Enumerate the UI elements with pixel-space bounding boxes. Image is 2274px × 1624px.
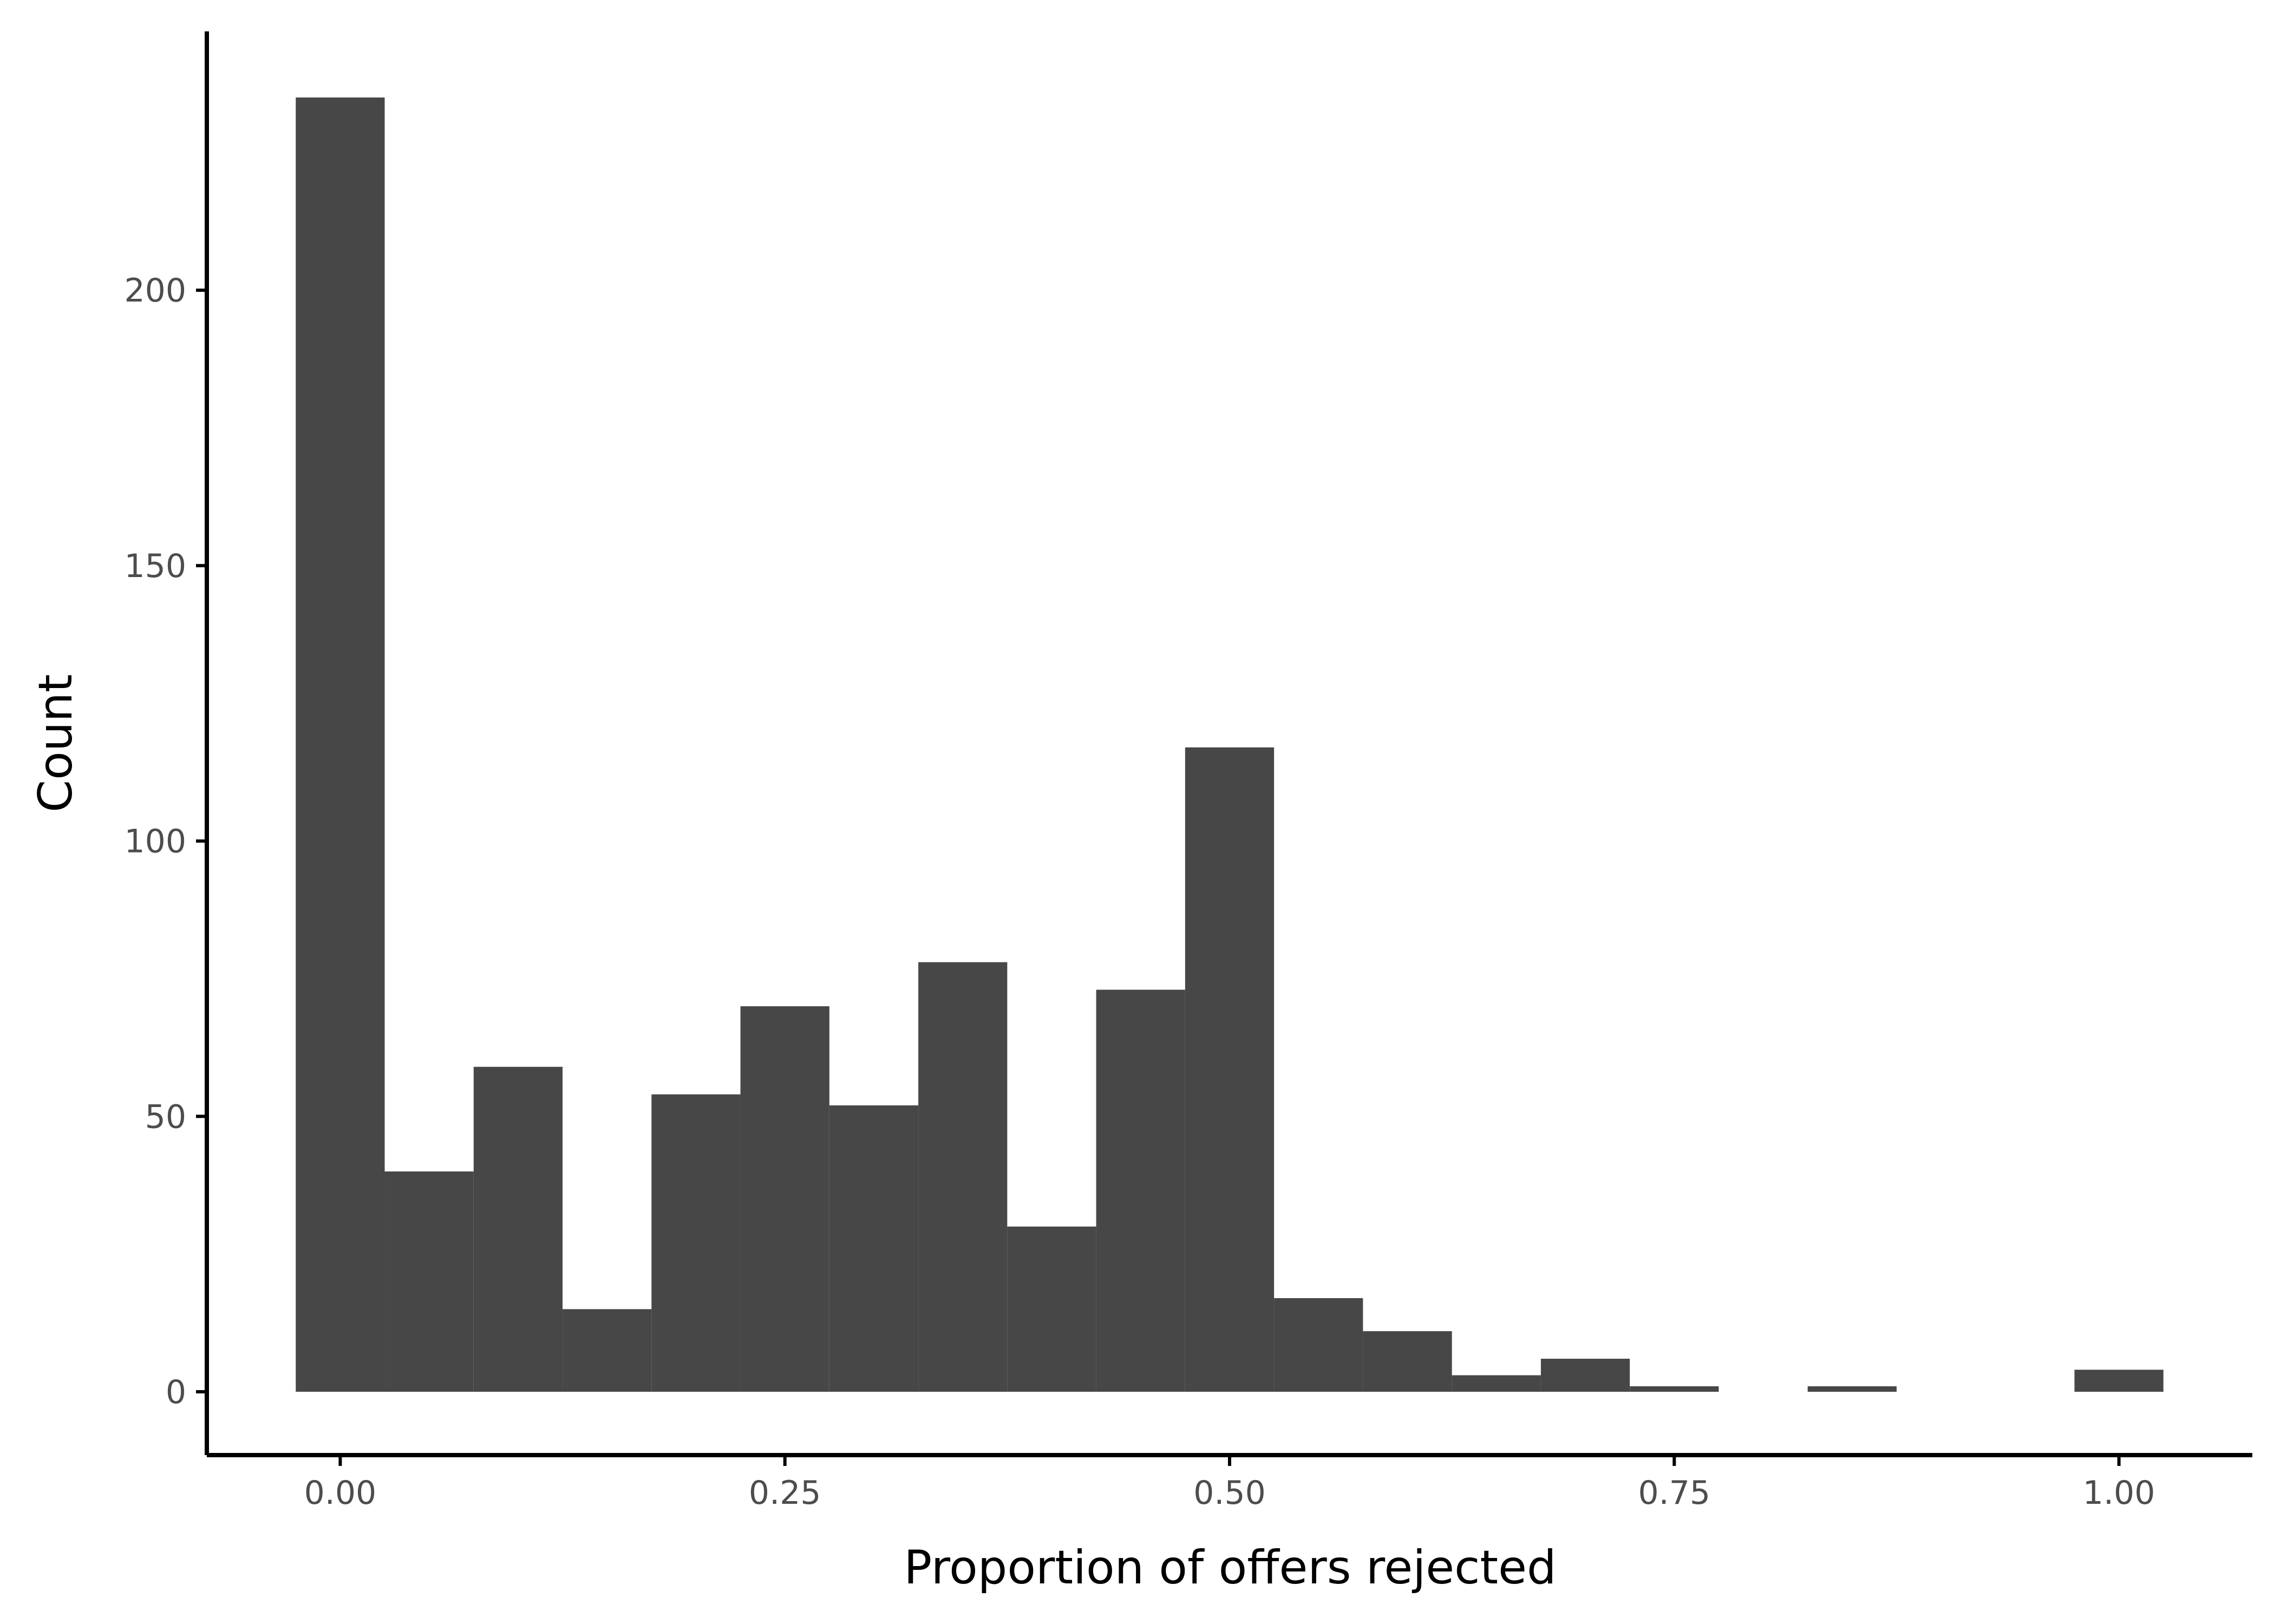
histogram-bar-0.30 xyxy=(829,1105,919,1392)
histogram-bar-0.55 xyxy=(1274,1298,1363,1392)
x-axis-title: Proportion of offers rejected xyxy=(904,1541,1556,1595)
x-tick-label: 0.75 xyxy=(1638,1474,1711,1512)
histogram-bar-0.40 xyxy=(1007,1226,1096,1392)
histogram-bar-0.75 xyxy=(1630,1386,1719,1392)
bars-group xyxy=(296,97,2164,1392)
histogram-bar-0.00 xyxy=(296,97,385,1392)
histogram-bar-0.35 xyxy=(918,962,1008,1392)
histogram-bar-0.45 xyxy=(1096,990,1185,1392)
x-tick-label: 1.00 xyxy=(2083,1474,2155,1512)
y-tick-label: 100 xyxy=(124,823,186,861)
histogram-bar-0.20 xyxy=(651,1094,741,1392)
y-tick-label: 150 xyxy=(124,547,186,585)
histogram-bar-0.50 xyxy=(1185,747,1275,1392)
histogram-bar-0.60 xyxy=(1363,1331,1452,1392)
x-tick-label: 0.50 xyxy=(1193,1474,1266,1512)
x-tick-label: 0.25 xyxy=(749,1474,821,1512)
histogram-bar-0.85 xyxy=(1807,1386,1897,1392)
histogram-bar-0.05 xyxy=(384,1171,474,1392)
y-tick-label: 50 xyxy=(145,1098,186,1136)
histogram-bar-0.10 xyxy=(473,1066,563,1392)
x-ticks-group: 0.00 0.25 0.50 0.75 1.00 xyxy=(304,1455,2155,1512)
y-ticks-group: 0 50 100 150 200 xyxy=(124,272,207,1411)
x-tick-label: 0.00 xyxy=(304,1474,377,1512)
histogram-bar-0.70 xyxy=(1540,1358,1630,1392)
histogram-bar-0.25 xyxy=(740,1006,829,1392)
y-axis-title: Count xyxy=(29,674,83,812)
y-tick-label: 0 xyxy=(166,1373,186,1411)
histogram-bar-0.15 xyxy=(563,1309,652,1392)
histogram-bar-0.65 xyxy=(1452,1375,1541,1392)
y-tick-label: 200 xyxy=(124,272,186,310)
histogram-bar-1.00 xyxy=(2074,1370,2164,1392)
